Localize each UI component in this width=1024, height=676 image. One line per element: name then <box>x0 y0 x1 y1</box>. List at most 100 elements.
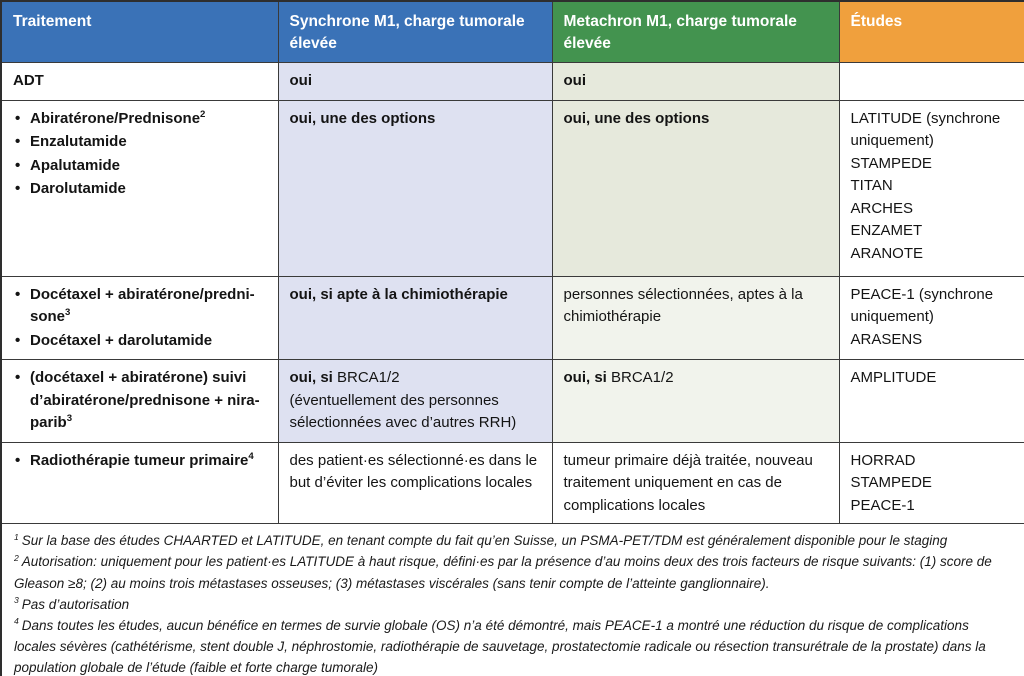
treatment-label: Abiratérone/Prednisone2 <box>30 108 267 131</box>
cell-adt-metachron: oui <box>551 61 840 101</box>
cell-niraparib-metachron: oui, si BRCA1/2 <box>551 359 840 443</box>
answer-bold: oui, si <box>289 369 333 387</box>
bullet-item: • Docétaxel + darolutamide <box>13 330 267 353</box>
footnote-number: 3 <box>14 595 19 606</box>
bullet-icon: • <box>15 156 21 174</box>
cell-radio-treatment: • Radiothérapie tumeur primaire4 <box>0 441 279 525</box>
study-name: ARASENS <box>850 330 923 348</box>
header-cell-metachron: Metachron M1, charge tumorale élevée <box>551 0 840 63</box>
footnote-2: 2 Autorisation: uniquement pour les patie… <box>14 551 1012 593</box>
cell-docetaxel-etudes: PEACE-1 (synchrone uniquement) ARASENS <box>838 275 1024 361</box>
bullet-item: • Darolutamide <box>13 178 267 201</box>
bullet-item: • Apalutamide <box>13 155 267 178</box>
treatment-label: (docétaxel + abiratérone) suivi d’abiraté… <box>30 367 267 435</box>
cell-radio-metachron: tumeur primaire déjà traitée, nouveau tr… <box>551 441 840 525</box>
footnote-text: Dans toutes les études, aucun bénéfice e… <box>14 617 986 675</box>
bullet-item: • (docétaxel + abiratérone) suivi d’abira… <box>13 367 267 435</box>
bullet-icon: • <box>15 369 21 387</box>
treatment-label: Enzalutamide <box>30 133 127 151</box>
cell-radio-synchrone: des patient·es sélectionné·es dans le bu… <box>277 441 553 525</box>
footnote-text: Autorisation: uniquement pour les patien… <box>14 554 992 591</box>
cell-arpi-treatment: • Abiratérone/Prednisone2 • Enzalutamide… <box>0 99 279 277</box>
footnote-text: Sur la base des études CHAARTED et LATIT… <box>21 533 948 549</box>
footnote-1: 1 Sur la base des études CHAARTED et LATI… <box>14 530 1012 551</box>
treatment-label: Apalutamide <box>30 156 121 174</box>
footnote-number: 2 <box>14 552 19 563</box>
footnote-marker: 4 <box>248 450 254 462</box>
bullet-item: • Enzalutamide <box>13 131 267 154</box>
footnotes-cell: 1 Sur la base des études CHAARTED et LATI… <box>0 523 1024 676</box>
header-cell-traitement: Traitement <box>0 0 279 63</box>
study-name: HORRAD <box>850 451 916 469</box>
footnote-text: Pas d’autorisation <box>21 596 130 612</box>
cell-docetaxel-synchrone: oui, si apte à la chimiothérapie <box>277 275 553 361</box>
treatment-text: (docétaxel + abiratérone) suivi <box>30 369 247 387</box>
treatment-label: Darolutamide <box>30 180 126 198</box>
footnote-3: 3 Pas d’autorisation <box>14 594 1012 615</box>
bullet-item: • Docétaxel + abiratérone/predni-sone3 <box>13 284 267 329</box>
row-niraparib: • (docétaxel + abiratérone) suivi d’abira… <box>0 359 1024 443</box>
footnote-number: 4 <box>14 616 19 627</box>
row-docetaxel: • Docétaxel + abiratérone/predni-sone3 •… <box>0 275 1024 361</box>
study-name: STAMPEDE <box>850 474 932 492</box>
footnote-number: 1 <box>14 531 19 542</box>
footnote-marker: 3 <box>65 307 71 319</box>
treatment-text: Radiothérapie tumeur primaire <box>30 451 249 469</box>
cell-adt-treatment: ADT <box>0 61 279 101</box>
treatment-text: Abiratérone/Prednisone <box>30 109 201 127</box>
cell-niraparib-synchrone: oui, si BRCA1/2 (éventuellement des pers… <box>277 359 553 443</box>
cell-niraparib-treatment: • (docétaxel + abiratérone) suivi d’abira… <box>0 359 279 443</box>
treatment-text: d’abiratérone/prednisone + nira- <box>30 391 260 409</box>
cell-docetaxel-treatment: • Docétaxel + abiratérone/predni-sone3 •… <box>0 275 279 361</box>
answer-line: oui, si BRCA1/2 <box>564 367 828 390</box>
study-name: PEACE-1 <box>850 496 915 514</box>
treatment-text: sone <box>30 308 66 326</box>
answer-rest: BRCA1/2 <box>606 369 674 387</box>
answer-rest: BRCA1/2 <box>332 369 400 387</box>
treatment-text: Docétaxel + abiratérone/predni- <box>30 285 255 303</box>
cell-adt-synchrone: oui <box>277 61 553 101</box>
row-adt: ADT oui oui <box>0 61 1024 101</box>
treatment-text: parib <box>30 414 67 432</box>
cell-arpi-synchrone: oui, une des options <box>277 99 553 277</box>
bullet-icon: • <box>15 331 21 349</box>
cell-arpi-etudes: LATITUDE (synchrone uniquement) STAMPEDE… <box>838 99 1024 277</box>
study-name: AMPLITUDE <box>850 369 937 387</box>
footnote-4: 4 Dans toutes les études, aucun bénéfice … <box>14 615 1012 676</box>
study-name: ARCHES <box>850 199 914 217</box>
study-name: LATITUDE (synchrone uniquement) <box>850 109 1001 150</box>
answer-line: oui, si BRCA1/2 <box>290 367 541 390</box>
cell-arpi-metachron: oui, une des options <box>551 99 840 277</box>
answer-bold: oui, si <box>563 369 607 387</box>
bullet-item: • Abiratérone/Prednisone2 <box>13 108 267 131</box>
footnote-marker: 3 <box>66 413 73 425</box>
row-arpi: • Abiratérone/Prednisone2 • Enzalutamide… <box>0 99 1024 277</box>
treatment-label: Docétaxel + abiratérone/predni-sone3 <box>30 284 267 329</box>
treatment-label: Radiothérapie tumeur primaire4 <box>30 450 267 473</box>
study-name: STAMPEDE <box>850 154 932 172</box>
row-radiotherapy: • Radiothérapie tumeur primaire4 des pat… <box>0 441 1024 525</box>
cell-docetaxel-metachron: personnes sélectionnées, aptes à la chim… <box>551 275 840 361</box>
header-row: Traitement Synchrone M1, charge tumorale… <box>0 0 1024 63</box>
bullet-item: • Radiothérapie tumeur primaire4 <box>13 450 267 473</box>
bullet-icon: • <box>15 133 21 151</box>
header-cell-etudes: Études <box>838 0 1024 63</box>
cell-radio-etudes: HORRAD STAMPEDE PEACE-1 <box>838 441 1024 525</box>
study-name: PEACE-1 (synchrone uniquement) <box>850 285 994 326</box>
bullet-icon: • <box>15 285 21 303</box>
answer-note: (éventuellement des personnes sélectionn… <box>289 391 517 432</box>
bullet-icon: • <box>15 180 21 198</box>
footnotes-row: 1 Sur la base des études CHAARTED et LATI… <box>0 523 1024 676</box>
cell-adt-etudes <box>838 61 1024 101</box>
header-cell-synchrone: Synchrone M1, charge tumorale élevée <box>277 0 553 63</box>
bullet-icon: • <box>15 109 21 127</box>
bullet-icon: • <box>15 451 21 469</box>
footnote-marker: 2 <box>200 108 206 120</box>
study-name: TITAN <box>850 177 893 195</box>
study-name: ENZAMET <box>850 222 923 240</box>
treatment-label: Docétaxel + darolutamide <box>30 331 213 349</box>
study-name: ARANOTE <box>850 244 924 262</box>
cell-niraparib-etudes: AMPLITUDE <box>838 359 1024 443</box>
